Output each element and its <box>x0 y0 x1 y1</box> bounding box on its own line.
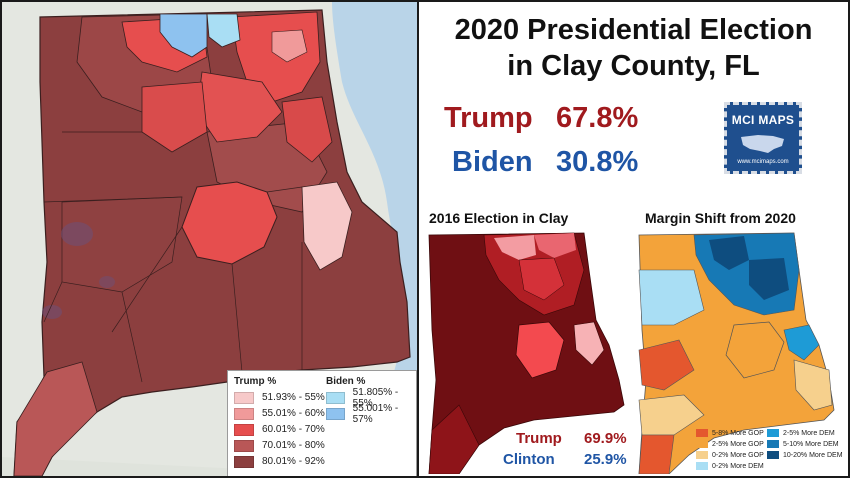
logo-text: MCI MAPS <box>731 113 795 127</box>
legend-biden-1: 55.001% - 57% <box>326 403 416 425</box>
legend-trump-3: 70.01% - 80% <box>234 439 325 452</box>
shift-legend-6-label: 0-2% More DEM <box>712 462 764 470</box>
legend-biden-0-label: 51.805% - 55% <box>352 386 399 409</box>
legend-biden-1-swatch <box>326 407 345 420</box>
shift-legend-3-swatch <box>767 440 779 448</box>
shift-legend-5-label: 10-20% More DEM <box>783 451 843 459</box>
shift-legend-0-label: 5-8% More GOP <box>712 429 764 437</box>
shift-legend-6-swatch <box>696 462 708 470</box>
legend-trump-0: 51.93% - 55% <box>234 391 325 404</box>
shift-legend-2-swatch <box>696 440 708 448</box>
shift-legend-6: 0-2% More DEM <box>696 462 764 470</box>
legend-biden-0: 51.805% - 55% <box>326 387 416 409</box>
legend-trump-3-label: 70.01% - 80% <box>262 440 325 451</box>
shift-legend-1-swatch <box>767 429 779 437</box>
legend-trump-2: 60.01% - 70% <box>234 423 325 436</box>
legend-trump-3-swatch <box>234 439 254 452</box>
shift-legend-5: 10-20% More DEM <box>767 451 843 459</box>
central-precinct <box>181 181 278 265</box>
shift-legend-3-label: 5-10% More DEM <box>783 440 839 448</box>
shift-legend-1: 2-5% More DEM <box>767 429 835 437</box>
info-panel: 2020 Presidential Election in Clay Count… <box>419 2 848 476</box>
legend-trump-4-label: 80.01% - 92% <box>262 456 325 467</box>
result-trump-name: Trump <box>444 102 533 134</box>
legend-trump-0-swatch <box>234 391 254 404</box>
title-line-2: in Clay County, FL <box>507 50 760 82</box>
title-line-1: 2020 Presidential Election <box>454 14 813 46</box>
result-biden-name: Biden <box>452 146 533 178</box>
legend-trump-2-label: 60.01% - 70% <box>262 424 325 435</box>
shift-legend-4-label: 0-2% More GOP <box>712 451 764 459</box>
shift-legend-2: 2-5% More GOP <box>696 440 764 448</box>
map-2016: Trump 69.9% Clinton 25.9% <box>424 230 627 475</box>
legend-trump-4-swatch <box>234 455 254 468</box>
legend-trump-0-label: 51.93% - 55% <box>262 392 325 403</box>
shift-legend-0: 5-8% More GOP <box>696 429 764 437</box>
shift-legend-3: 5-10% More DEM <box>767 440 839 448</box>
shift-title: Margin Shift from 2020 <box>645 210 796 226</box>
shift-legend-1-label: 2-5% More DEM <box>783 429 835 437</box>
legend-trump-4: 80.01% - 92% <box>234 455 325 468</box>
logo-url: www.mcimaps.com <box>737 159 789 165</box>
page-title: 2020 Presidential Election in Clay Count… <box>419 12 848 84</box>
us-map-icon <box>741 135 784 153</box>
result-trump-pct: 67.8% <box>556 102 639 134</box>
shift-legend-4: 0-2% More GOP <box>696 451 764 459</box>
legend-biden-header: Biden % <box>326 376 366 387</box>
shift-legend-2-label: 2-5% More GOP <box>712 440 764 448</box>
map2016-clinton-name: Clinton <box>503 451 555 468</box>
main-precinct-map: Trump % Biden % 51.93% - 55% 55.01% - 60%… <box>2 2 417 476</box>
map2016-title: 2016 Election in Clay <box>429 210 569 226</box>
legend-biden-0-swatch <box>326 391 345 404</box>
map2016-trump-pct: 69.9% <box>584 430 627 447</box>
map2016-clinton-pct: 25.9% <box>584 451 627 468</box>
legend-trump-1: 55.01% - 60% <box>234 407 325 420</box>
map2016-trump-name: Trump <box>516 430 562 447</box>
legend-biden-1-label: 55.001% - 57% <box>352 402 399 425</box>
legend-trump-1-label: 55.01% - 60% <box>262 408 325 419</box>
shift-legend-4-swatch <box>696 451 708 459</box>
legend-trump-header: Trump % <box>234 376 277 387</box>
shift-legend-5-swatch <box>767 451 779 459</box>
result-biden-pct: 30.8% <box>556 146 639 178</box>
map-legend: Trump % Biden % 51.93% - 55% 55.01% - 60%… <box>227 370 417 476</box>
legend-trump-2-swatch <box>234 423 254 436</box>
shift-legend-0-swatch <box>696 429 708 437</box>
map-margin-shift: 5-8% More GOP 2-5% More DEM 2-5% More GOP 5… <box>634 230 846 475</box>
legend-trump-1-swatch <box>234 407 254 420</box>
mci-maps-logo: MCI MAPS www.mcimaps.com <box>724 102 802 174</box>
